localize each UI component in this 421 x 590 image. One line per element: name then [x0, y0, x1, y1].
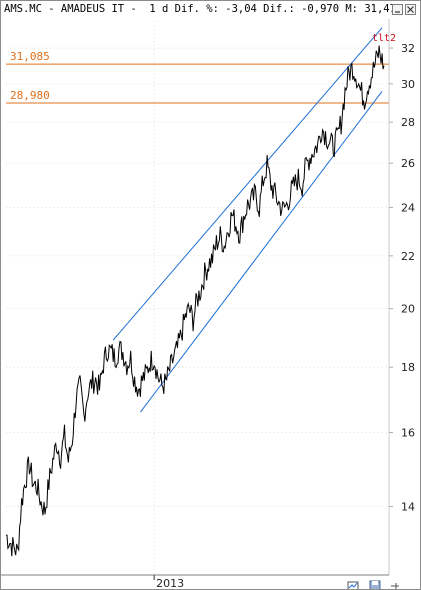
y-tick-label: 18	[401, 361, 415, 374]
channel-upper-line	[112, 27, 383, 341]
y-tick-label: 22	[401, 250, 415, 263]
horizontal-line-label: 28,980	[10, 89, 50, 102]
y-tick-label: 28	[401, 116, 415, 129]
grid-layer	[6, 21, 389, 575]
y-tick-label: 26	[401, 157, 415, 170]
x-tick-label: 2013	[156, 577, 184, 589]
price-line	[5, 45, 385, 557]
trend-channel-layer	[112, 27, 383, 413]
axis-layer: 32 30 28 26 24 22 20 18 16 14 2013	[1, 19, 415, 589]
close-icon	[407, 6, 414, 13]
y-tick-label: 30	[401, 78, 415, 91]
minimize-icon	[395, 11, 400, 13]
dock-icon[interactable]	[389, 577, 401, 589]
window-title: AMS.MC - AMADEUS IT - 1 d Dif. %: -3,04 …	[4, 3, 403, 15]
y-tick-label: 14	[401, 501, 415, 514]
y-tick-label: 16	[401, 427, 415, 440]
y-tick-label: 20	[401, 303, 415, 316]
chart-settings-icon[interactable]	[347, 577, 359, 589]
trendline-marker-label: tlt2	[372, 33, 396, 44]
marker-layer: tlt2	[372, 33, 396, 44]
close-button[interactable]	[405, 4, 416, 15]
y-tick-label: 32	[401, 42, 415, 55]
y-tick-label: 24	[401, 202, 415, 215]
title-bar: AMS.MC - AMADEUS IT - 1 d Dif. %: -3,04 …	[1, 1, 420, 18]
minimize-button[interactable]	[392, 4, 403, 15]
price-series-layer	[5, 45, 385, 557]
horizontal-lines-layer: 31,085 28,980	[6, 50, 389, 104]
channel-lower-line	[140, 90, 383, 413]
save-icon[interactable]	[369, 577, 381, 589]
bottom-toolbar	[345, 576, 420, 589]
horizontal-line-label: 31,085	[10, 50, 50, 63]
